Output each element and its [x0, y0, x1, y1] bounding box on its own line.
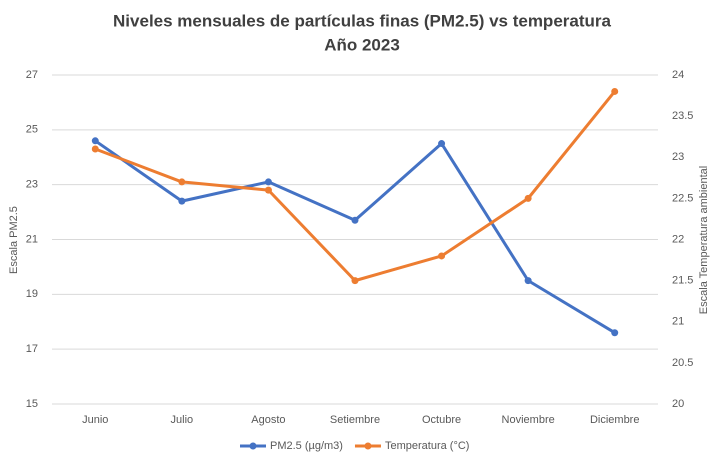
y2-tick-label: 20.5 — [672, 357, 693, 369]
point — [178, 197, 186, 205]
point — [524, 194, 532, 202]
chart-title: Niveles mensuales de partículas finas (P… — [113, 11, 611, 30]
point — [178, 178, 186, 186]
y2-tick-label: 23 — [672, 151, 684, 163]
x-tick-label: Octubre — [422, 414, 461, 426]
legend-label: Temperatura (°C) — [385, 440, 469, 452]
y-tick-label: 25 — [26, 124, 38, 136]
x-tick-label: Julio — [171, 414, 194, 426]
point — [91, 137, 99, 145]
x-tick-label: Junio — [82, 414, 108, 426]
y2-tick-label: 22 — [672, 233, 684, 245]
point — [351, 216, 359, 224]
x-tick-label: Agosto — [251, 414, 285, 426]
legend-marker — [364, 442, 372, 450]
y-axis-label: Escala PM2.5 — [8, 206, 20, 274]
point — [91, 145, 99, 153]
point — [611, 87, 619, 95]
y-tick-label: 15 — [26, 398, 38, 410]
y2-tick-label: 23.5 — [672, 110, 693, 122]
y-tick-label: 23 — [26, 179, 38, 191]
point — [524, 277, 532, 285]
chart-subtitle: Año 2023 — [324, 35, 400, 54]
series-line — [94, 139, 616, 335]
point — [438, 252, 446, 260]
y-tick-label: 27 — [26, 69, 38, 81]
point — [351, 277, 359, 285]
x-tick-label: Noviembre — [502, 414, 555, 426]
point — [611, 329, 619, 337]
y2-tick-label: 21.5 — [672, 275, 693, 287]
series-line — [94, 90, 616, 283]
y2-tick-label: 22.5 — [672, 192, 693, 204]
y-tick-label: 21 — [26, 233, 38, 245]
legend-label: PM2.5 (µg/m3) — [270, 440, 343, 452]
x-tick-label: Diciembre — [590, 414, 640, 426]
y2-tick-label: 20 — [672, 398, 684, 410]
x-tick-label: Setiembre — [330, 414, 380, 426]
y-tick-label: 17 — [26, 343, 38, 355]
point — [264, 178, 272, 186]
y2-axis-label: Escala Temperatura ambiental — [698, 166, 710, 314]
y-tick-label: 19 — [26, 288, 38, 300]
point — [438, 140, 446, 148]
point — [264, 186, 272, 194]
y2-tick-label: 24 — [672, 69, 684, 81]
legend-marker — [249, 442, 257, 450]
y2-tick-label: 21 — [672, 316, 684, 328]
